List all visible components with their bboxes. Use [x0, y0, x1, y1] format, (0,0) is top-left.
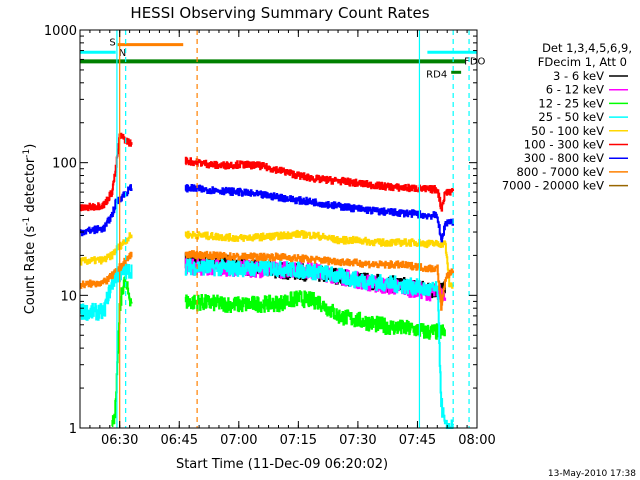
legend-label-7: 800 - 7000 keV	[516, 165, 604, 179]
flag-label-rd4-4: RD4	[426, 69, 447, 80]
y-tick-label-1: 10	[60, 289, 77, 304]
y-axis-label-main: Count Rate (s	[23, 226, 38, 315]
x-tick-label-4: 07:30	[339, 433, 376, 448]
series-line-25-50-kev	[79, 258, 454, 429]
x-tick-label-5: 07:45	[399, 433, 436, 448]
plot-frame	[79, 29, 478, 429]
legend-label-5: 100 - 300 keV	[524, 138, 604, 152]
legend-label-1: 6 - 12 keV	[546, 83, 604, 97]
chart-title: HESSI Observing Summary Count Rates	[130, 4, 429, 22]
y-axis-label-sup2: -1	[22, 149, 32, 158]
plot-area	[79, 132, 454, 429]
y-axis-label-sup1: -1	[22, 217, 32, 226]
flag-label-s-0: S	[109, 38, 115, 49]
y-tick-label-3: 1000	[44, 24, 77, 39]
series-line-12-25-kev	[111, 276, 446, 427]
legend-label-8: 7000 - 20000 keV	[502, 179, 604, 193]
legend-label-2: 12 - 25 keV	[538, 96, 604, 110]
y-axis-label-mid: detector	[23, 157, 38, 217]
legend-label-6: 300 - 800 keV	[524, 151, 604, 165]
series-line-800-7000-kev	[79, 250, 454, 311]
x-tick-label-0: 06:30	[101, 433, 138, 448]
y-tick-label-0: 1	[69, 422, 77, 437]
series-line-50-100-kev	[79, 229, 454, 289]
legend-header-line-1: Det 1,3,4,5,6,9,	[542, 41, 632, 55]
legend: Det 1,3,4,5,6,9, FDecim 1, Att 0 3 - 6 k…	[502, 41, 632, 193]
vertical-markers	[116, 30, 470, 428]
legend-label-3: 25 - 50 keV	[538, 110, 604, 124]
x-axis-label: Start Time (11-Dec-09 06:20:02)	[176, 457, 388, 472]
x-tick-label-6: 08:00	[458, 433, 495, 448]
y-axis-label-end: )	[23, 144, 38, 149]
footer-date: 13-May-2010 17:38	[548, 469, 636, 479]
series-line-300-800-kev	[79, 184, 454, 243]
flag-bars: SN FDO RD4	[80, 38, 486, 80]
legend-label-0: 3 - 6 keV	[553, 69, 604, 83]
x-tick-label-2: 07:00	[220, 433, 257, 448]
legend-label-4: 50 - 100 keV	[531, 124, 604, 138]
axes: 06:30 06:45 07:00 07:15 07:30 07:45 08:00 1 10 10…	[44, 24, 496, 448]
x-tick-label-3: 07:15	[280, 433, 317, 448]
x-tick-label-1: 06:45	[161, 433, 198, 448]
flag-label-fdo-3: FDO	[464, 56, 485, 67]
series-line-100-300-kev	[79, 132, 454, 212]
y-axis-label: Count Rate (s-1 detector-1)	[22, 144, 38, 315]
flag-label-n-1: N	[119, 48, 126, 59]
y-tick-label-2: 100	[52, 157, 77, 172]
legend-header-line-2: FDecim 1, Att 0	[538, 55, 627, 69]
